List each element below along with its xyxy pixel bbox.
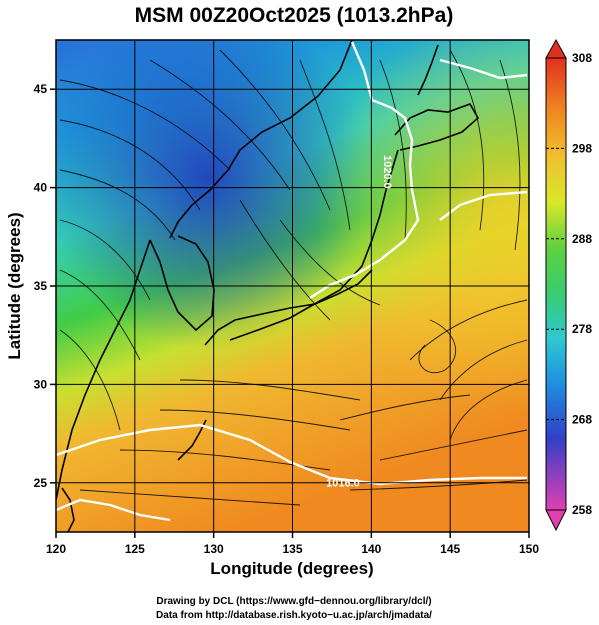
x-tick-label: 145 — [440, 542, 460, 556]
x-tick-label: 135 — [282, 542, 302, 556]
isobars — [56, 41, 528, 522]
isobar-1020 — [309, 41, 420, 300]
y-axis: 25 30 35 40 45 — [34, 82, 56, 490]
colorbar-tick-label: 268 — [572, 413, 592, 427]
korea-coastline — [149, 235, 215, 332]
x-tick-label: 120 — [46, 542, 66, 556]
credit-line-2: Data from http://database.rish.kyoto−u.a… — [156, 610, 432, 621]
x-tick-label: 130 — [204, 542, 224, 556]
contour-label: 1016.0 — [326, 478, 360, 490]
x-tick-label: 150 — [519, 542, 539, 556]
y-tick-label: 30 — [34, 377, 48, 391]
isobar-south — [56, 498, 171, 522]
chart-title: MSM 00Z20Oct2025 (1013.2hPa) — [135, 4, 454, 27]
isobar-1016 — [56, 423, 527, 486]
plot-area: 1020.0 1016.0 — [56, 40, 529, 532]
sakhalin-coast — [417, 44, 439, 96]
streamlines — [59, 49, 528, 506]
y-tick-label: 35 — [34, 279, 48, 293]
isobar-1020-east — [439, 58, 528, 80]
honshu-coast — [229, 149, 399, 341]
x-tick-label: 140 — [361, 542, 381, 556]
y-axis-label: Latitude (degrees) — [5, 212, 24, 359]
colorbar-ticks: 308 298 288 278 268 258 — [546, 51, 592, 517]
colorbar-top-arrow — [545, 38, 567, 59]
graticule — [56, 40, 529, 532]
coastlines — [56, 40, 480, 532]
x-tick-label: 125 — [125, 542, 145, 556]
y-tick-label: 40 — [34, 181, 48, 195]
y-tick-label: 25 — [34, 476, 48, 490]
colorbar-tick-label: 258 — [572, 503, 592, 517]
colorbar: 308 298 288 278 268 258 — [545, 38, 592, 532]
colorbar-bottom-arrow — [545, 509, 567, 532]
colorbar-tick-label: 278 — [572, 322, 592, 336]
x-axis: 120 125 130 135 140 145 150 — [46, 532, 539, 556]
taiwan-coast — [61, 487, 75, 532]
contour-labels: 1020.0 1016.0 — [326, 155, 393, 490]
x-axis-label: Longitude (degrees) — [210, 559, 373, 578]
colorbar-tick-label: 298 — [572, 141, 592, 155]
contour-label: 1020.0 — [381, 155, 393, 189]
colorbar-body — [545, 57, 567, 511]
hokkaido-coast — [394, 103, 480, 151]
asia-coastline — [169, 40, 353, 239]
credit-line-1: Drawing by DCL (https://www.gfd−dennou.o… — [156, 596, 431, 607]
y-tick-label: 45 — [34, 82, 48, 96]
china-coastline — [56, 239, 151, 501]
kyushu-shikoku-coast — [204, 303, 316, 346]
colorbar-tick-label: 288 — [572, 232, 592, 246]
colorbar-tick-label: 308 — [572, 51, 592, 65]
